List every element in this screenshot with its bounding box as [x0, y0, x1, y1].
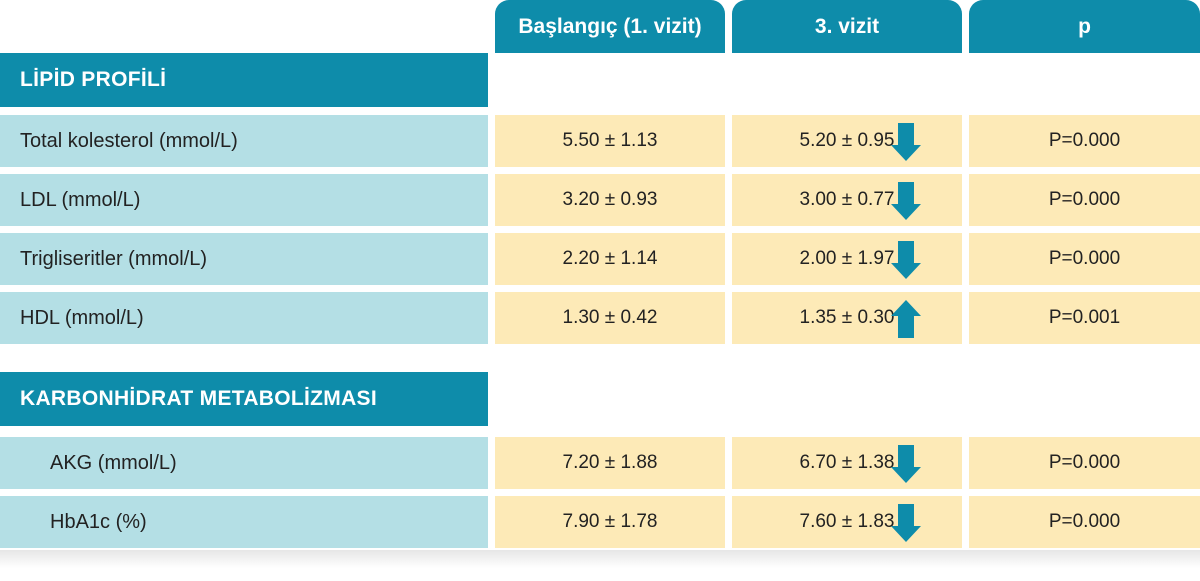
visit3-value: 1.35 ± 0.30 [799, 307, 895, 328]
p-value: P=0.000 [969, 233, 1200, 285]
arrow-down-icon [891, 504, 921, 542]
baseline-value: 5.50 ± 1.13 [495, 115, 725, 167]
visit3-cell: 5.20 ± 0.95 [732, 115, 962, 167]
visit3-cell: 3.00 ± 0.77 [732, 174, 962, 226]
section-title-lipid: LİPİD PROFİLİ [0, 53, 488, 107]
visit3-value: 3.00 ± 0.77 [799, 189, 895, 210]
visit3-cell: 7.60 ± 1.83 [732, 496, 962, 548]
p-value: P=0.000 [969, 115, 1200, 167]
visit3-cell: 2.00 ± 1.97 [732, 233, 962, 285]
visit3-value: 7.60 ± 1.83 [799, 511, 895, 532]
visit3-value: 2.00 ± 1.97 [799, 248, 895, 269]
arrow-down-icon [891, 182, 921, 220]
baseline-value: 3.20 ± 0.93 [495, 174, 725, 226]
row-label: LDL (mmol/L) [0, 174, 488, 226]
arrow-down-icon [891, 241, 921, 279]
visit3-value: 6.70 ± 1.38 [799, 452, 895, 473]
header-p: p [969, 0, 1200, 53]
row-label: Trigliseritler (mmol/L) [0, 233, 488, 285]
arrow-down-icon [891, 123, 921, 161]
row-label: Total kolesterol (mmol/L) [0, 115, 488, 167]
baseline-value: 2.20 ± 1.14 [495, 233, 725, 285]
arrow-down-icon [891, 445, 921, 483]
visit3-cell: 1.35 ± 0.30 [732, 292, 962, 344]
p-value: P=0.001 [969, 292, 1200, 344]
p-value: P=0.000 [969, 496, 1200, 548]
p-value: P=0.000 [969, 437, 1200, 489]
baseline-value: 1.30 ± 0.42 [495, 292, 725, 344]
p-value: P=0.000 [969, 174, 1200, 226]
baseline-value: 7.20 ± 1.88 [495, 437, 725, 489]
arrow-up-icon [891, 300, 921, 338]
row-label: AKG (mmol/L) [0, 437, 488, 489]
row-label: HbA1c (%) [0, 496, 488, 548]
row-label: HDL (mmol/L) [0, 292, 488, 344]
header-visit3: 3. vizit [732, 0, 962, 53]
visit3-value: 5.20 ± 0.95 [799, 130, 895, 151]
header-baseline: Başlangıç (1. vizit) [495, 0, 725, 53]
visit3-cell: 6.70 ± 1.38 [732, 437, 962, 489]
baseline-value: 7.90 ± 1.78 [495, 496, 725, 548]
section-title-carbohydrate: KARBONHİDRAT METABOLİZMASI [0, 372, 488, 426]
bottom-shadow [0, 550, 1200, 568]
